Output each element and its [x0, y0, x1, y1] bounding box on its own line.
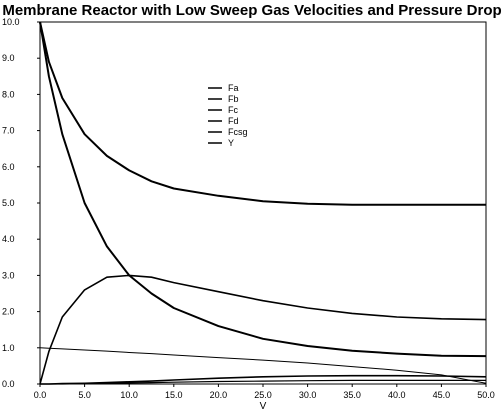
- y-tick-label: 1.0: [2, 343, 15, 353]
- x-tick-label: 0.0: [34, 390, 47, 400]
- y-tick-label: 9.0: [2, 53, 15, 63]
- legend-label-fcsg: Fcsg: [228, 127, 248, 137]
- y-tick-label: 5.0: [2, 198, 15, 208]
- x-tick-label: 25.0: [254, 390, 272, 400]
- legend-box: [206, 80, 258, 150]
- y-tick-label: 6.0: [2, 162, 15, 172]
- series-line-fa: [39, 21, 486, 206]
- x-axis-label: V: [260, 401, 267, 412]
- x-tick-label: 15.0: [165, 390, 183, 400]
- x-tick-label: 40.0: [388, 390, 406, 400]
- y-tick-label: 0.0: [2, 379, 15, 389]
- legend-label-fb: Fb: [228, 94, 239, 104]
- legend-label-fc: Fc: [228, 105, 238, 115]
- legend-label-fd: Fd: [228, 116, 239, 126]
- y-tick-label: 10.0: [2, 17, 20, 27]
- y-tick-label: 8.0: [2, 89, 15, 99]
- series-line-y: [39, 347, 487, 384]
- series-line-fc: [39, 274, 487, 385]
- y-tick-label: 7.0: [2, 126, 15, 136]
- y-tick-label: 2.0: [2, 307, 15, 317]
- x-tick-label: 10.0: [120, 390, 138, 400]
- x-tick-label: 50.0: [477, 390, 495, 400]
- x-tick-label: 20.0: [210, 390, 228, 400]
- x-tick-label: 30.0: [299, 390, 317, 400]
- x-tick-label: 35.0: [343, 390, 361, 400]
- plot-frame: [39, 21, 487, 385]
- x-tick-label: 5.0: [78, 390, 91, 400]
- chart-title: Membrane Reactor with Low Sweep Gas Velo…: [2, 2, 502, 19]
- x-tick-label: 45.0: [433, 390, 451, 400]
- legend-label-fa: Fa: [228, 83, 239, 93]
- series-line-fb: [39, 21, 487, 358]
- y-tick-label: 3.0: [2, 270, 15, 280]
- y-tick-label: 4.0: [2, 234, 15, 244]
- legend-label-y: Y: [228, 138, 234, 148]
- series-line-fcsg: [40, 379, 486, 385]
